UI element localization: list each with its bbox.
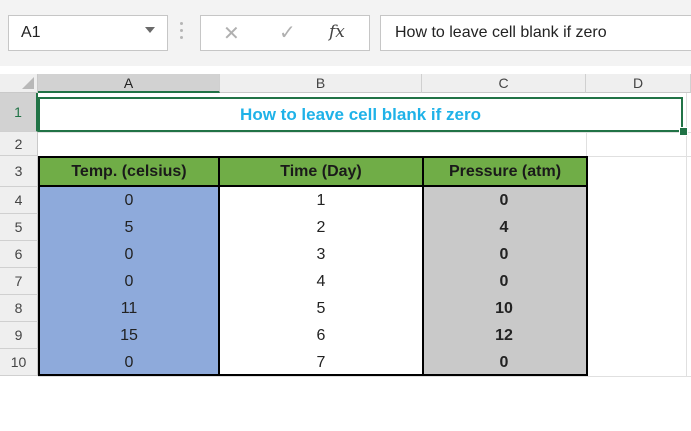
cell-a6[interactable]: 0 bbox=[124, 246, 134, 263]
cell-c7[interactable]: 0 bbox=[499, 273, 509, 290]
cell-c10[interactable]: 0 bbox=[499, 354, 509, 371]
title-cell[interactable]: How to leave cell blank if zero bbox=[38, 97, 683, 132]
gridline bbox=[686, 93, 687, 376]
select-all-icon bbox=[22, 77, 34, 89]
cell-a4[interactable]: 0 bbox=[124, 192, 134, 209]
cell-a7[interactable]: 0 bbox=[124, 273, 134, 290]
cell-a8[interactable]: 11 bbox=[120, 300, 138, 317]
cell-b4[interactable]: 1 bbox=[316, 192, 326, 209]
row-header-4[interactable]: 4 bbox=[0, 187, 38, 214]
select-all-button[interactable] bbox=[0, 74, 38, 93]
formula-content: How to leave cell blank if zero bbox=[395, 24, 607, 41]
row-header-1[interactable]: 1 bbox=[0, 93, 38, 132]
formula-bar-area: A1 ✕ ✓ fx How to leave cell blank if zer… bbox=[0, 0, 691, 66]
cell-a10[interactable]: 0 bbox=[124, 354, 134, 371]
cell-c6[interactable]: 0 bbox=[499, 246, 509, 263]
cell-b6[interactable]: 3 bbox=[316, 246, 326, 263]
cell-c5[interactable]: 4 bbox=[499, 219, 509, 236]
cell-c8[interactable]: 10 bbox=[495, 300, 513, 317]
row-header-9[interactable]: 9 bbox=[0, 322, 38, 349]
insert-function-icon[interactable]: fx bbox=[329, 22, 345, 42]
cell-b8[interactable]: 5 bbox=[316, 300, 326, 317]
check-icon[interactable]: ✓ bbox=[279, 22, 296, 44]
pressure-column bbox=[422, 187, 588, 376]
name-box[interactable]: A1 bbox=[8, 15, 168, 51]
name-box-value: A1 bbox=[21, 24, 41, 41]
row-header-6[interactable]: 6 bbox=[0, 241, 38, 268]
header-time[interactable]: Time (Day) bbox=[218, 156, 424, 187]
drag-handle-icon[interactable] bbox=[180, 22, 183, 44]
gridline bbox=[38, 132, 691, 133]
cell-a9[interactable]: 15 bbox=[120, 327, 138, 344]
cell-b5[interactable]: 2 bbox=[316, 219, 326, 236]
cell-a5[interactable]: 5 bbox=[124, 219, 134, 236]
formula-input[interactable]: How to leave cell blank if zero bbox=[380, 15, 691, 51]
row-header-10[interactable]: 10 bbox=[0, 349, 38, 376]
row-header-3[interactable]: 3 bbox=[0, 156, 38, 187]
gridline bbox=[38, 376, 691, 377]
title-text: How to leave cell blank if zero bbox=[240, 105, 481, 124]
chevron-down-icon[interactable] bbox=[145, 27, 155, 33]
cell-b7[interactable]: 4 bbox=[316, 273, 326, 290]
row-header-8[interactable]: 8 bbox=[0, 295, 38, 322]
fill-handle[interactable] bbox=[679, 127, 688, 136]
cell-c9[interactable]: 12 bbox=[495, 327, 513, 344]
spreadsheet-grid: A B C D 1 2 3 4 5 6 7 8 9 10 How to leav… bbox=[0, 74, 691, 431]
column-header-d[interactable]: D bbox=[586, 74, 691, 93]
column-header-a[interactable]: A bbox=[38, 74, 220, 93]
cell-b9[interactable]: 6 bbox=[316, 327, 326, 344]
header-pressure[interactable]: Pressure (atm) bbox=[422, 156, 588, 187]
row-header-5[interactable]: 5 bbox=[0, 214, 38, 241]
column-header-c[interactable]: C bbox=[422, 74, 586, 93]
cell-b10[interactable]: 7 bbox=[316, 354, 326, 371]
formula-buttons: ✕ ✓ fx bbox=[200, 15, 370, 51]
time-column bbox=[218, 187, 424, 376]
row-header-2[interactable]: 2 bbox=[0, 132, 38, 156]
cell-c4[interactable]: 0 bbox=[499, 192, 509, 209]
row-header-7[interactable]: 7 bbox=[0, 268, 38, 295]
column-header-b[interactable]: B bbox=[220, 74, 422, 93]
close-icon[interactable]: ✕ bbox=[223, 23, 240, 45]
temp-column bbox=[38, 187, 220, 376]
header-temp[interactable]: Temp. (celsius) bbox=[38, 156, 220, 187]
